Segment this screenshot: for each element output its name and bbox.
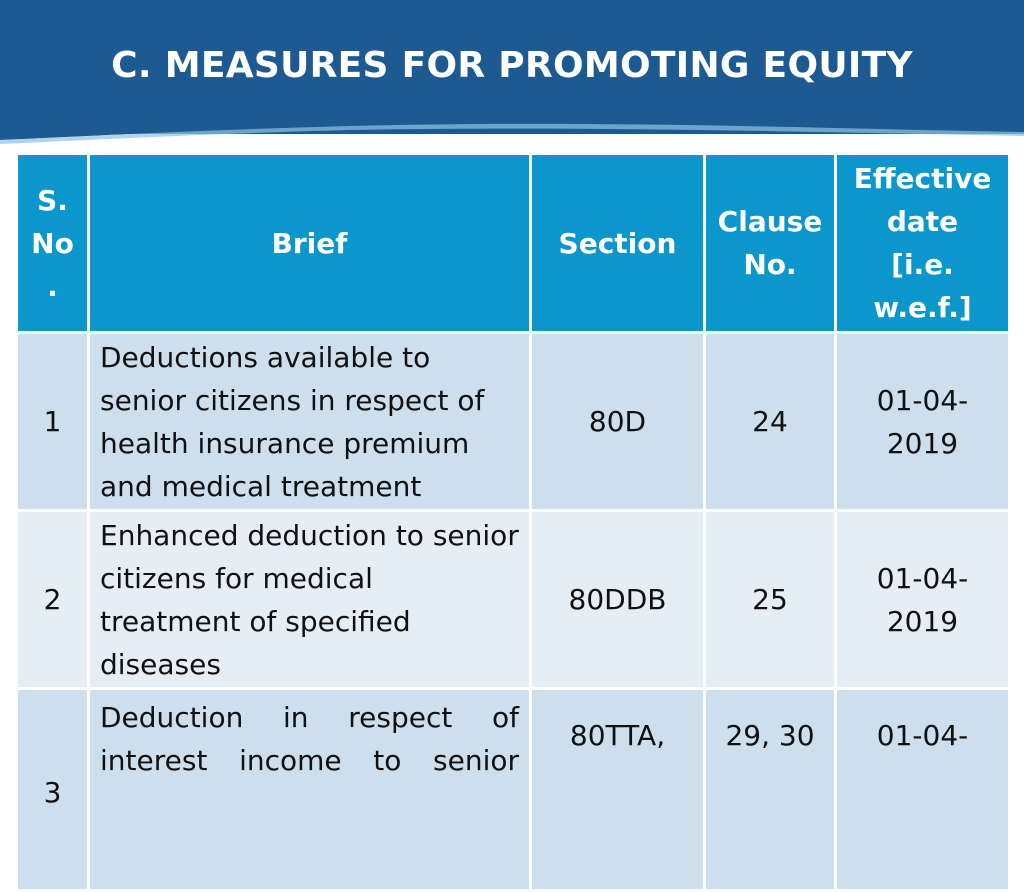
cell-clause: 29, 30	[703, 687, 837, 892]
table-row: 1 Deductions available to senior citizen…	[15, 331, 1011, 512]
header-effective-date: Effective date [i.e. w.e.f.]	[834, 152, 1011, 334]
slide-title: C. MEASURES FOR PROMOTING EQUITY	[111, 45, 913, 86]
cell-clause: 25	[703, 509, 837, 690]
slide-header	[0, 0, 1024, 134]
cell-section: 80TTA,	[529, 687, 706, 892]
cell-brief: Enhanced deduction to senior citizens fo…	[87, 509, 532, 690]
header-sno: S. No .	[15, 152, 90, 334]
header-section: Section	[529, 152, 706, 334]
table-row: 3 Deduction in respect of interest incom…	[15, 687, 1011, 892]
cell-sno: 1	[15, 331, 90, 512]
table-header-row: S. No . Brief Section Clause No. Effecti…	[15, 152, 1011, 334]
measures-table: S. No . Brief Section Clause No. Effecti…	[15, 152, 1011, 892]
cell-clause: 24	[703, 331, 837, 512]
table-row: 2 Enhanced deduction to senior citizens …	[15, 509, 1011, 690]
cell-effective-date: 01-04-	[834, 687, 1011, 892]
cell-sno: 3	[15, 687, 90, 892]
cell-section: 80D	[529, 331, 706, 512]
header-wave-decoration	[0, 118, 1024, 144]
header-sno-label: S. No .	[31, 183, 74, 303]
cell-sno: 2	[15, 509, 90, 690]
header-brief: Brief	[87, 152, 532, 334]
header-clause: Clause No.	[703, 152, 837, 334]
cell-effective-date: 01-04-2019	[834, 509, 1011, 690]
cell-brief: Deductions available to senior citizens …	[87, 331, 532, 512]
cell-brief: Deduction in respect of interest income …	[87, 687, 532, 892]
cell-section: 80DDB	[529, 509, 706, 690]
cell-effective-date: 01-04-2019	[834, 331, 1011, 512]
measures-table-container: S. No . Brief Section Clause No. Effecti…	[15, 152, 1011, 892]
